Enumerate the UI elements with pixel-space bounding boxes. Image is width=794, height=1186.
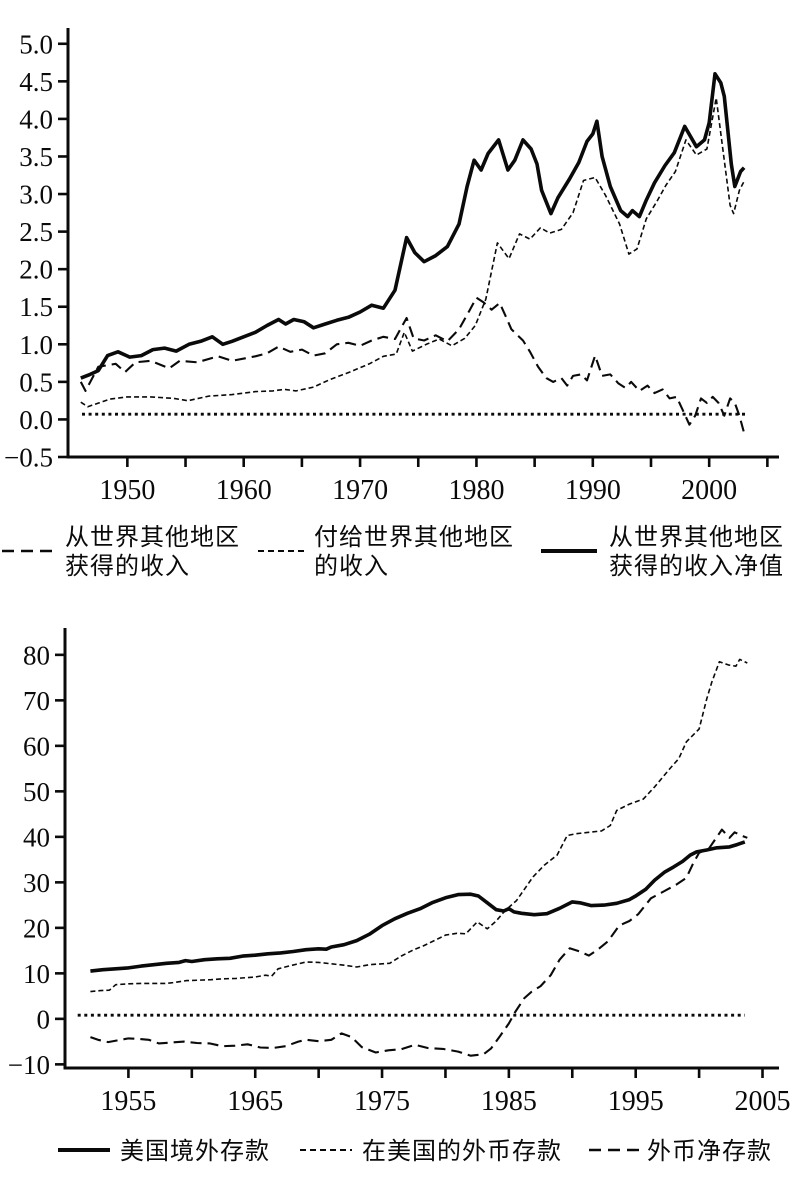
y-tick-label: 4.5	[19, 67, 53, 97]
fine-dash-line-sample	[300, 1143, 352, 1161]
y-tick-label: 40	[23, 822, 50, 852]
series-solid-thick	[90, 840, 746, 973]
top-chart-legend: 从世界其他地区 获得的收入 付给世界其他地区 的收入 从世界其他地区 获得的收入…	[0, 522, 794, 584]
y-tick-label: 2.5	[19, 217, 53, 247]
series-fine-dash	[80, 97, 745, 408]
legend-item-net-foreign-deposits: 外币净存款	[589, 1136, 772, 1168]
bottom-chart: 80 70 60 50 40 30 20 10 0 −10 1955 1965 1975 1985 1995…	[8, 628, 791, 1117]
y-tick-label: 0.0	[19, 405, 53, 435]
y-tick-label: 70	[23, 686, 50, 716]
y-tick-label: 3.0	[19, 180, 53, 210]
legend-label: 从世界其他地区 获得的收入净值	[609, 524, 784, 582]
long-dash-line-sample	[2, 544, 59, 562]
legend-item-foreign-deposits-in-us: 在美国的外币存款	[300, 1136, 562, 1168]
y-tick-label: 20	[23, 913, 50, 943]
series-long-dash	[79, 296, 746, 434]
legend-item-us-deposits-abroad: 美国境外存款	[58, 1136, 270, 1168]
y-tick-label: 80	[23, 640, 50, 670]
legend-item-income-received: 从世界其他地区 获得的收入	[2, 522, 240, 584]
series-long-dash	[90, 828, 748, 1057]
legend-label: 美国境外存款	[120, 1138, 270, 1165]
legend-item-income-paid: 付给世界其他地区 的收入	[258, 522, 514, 584]
y-tick-label: −10	[8, 1050, 50, 1080]
x-tick-label: 1970	[332, 475, 388, 506]
series-fine-dash	[90, 658, 748, 993]
legend-item-net-income: 从世界其他地区 获得的收入净值	[541, 522, 784, 584]
y-tick-label: 0	[37, 1004, 51, 1034]
x-tick-label: 1975	[354, 1086, 410, 1117]
x-tick-label: 1990	[565, 475, 621, 506]
series-solid-thick	[80, 72, 746, 380]
y-tick-label: 1.0	[19, 330, 53, 360]
fine-dash-line-sample	[258, 544, 306, 562]
x-tick-label: 1985	[481, 1086, 537, 1117]
y-tick-label: 5.0	[19, 29, 53, 59]
legend-label: 付给世界其他地区 的收入	[314, 524, 514, 582]
legend-label: 在美国的外币存款	[362, 1138, 562, 1165]
x-tick-label: 1950	[99, 475, 155, 506]
legend-label-line2: 获得的收入净值	[609, 554, 784, 580]
y-tick-label: 0.5	[19, 367, 53, 397]
x-tick-label: 1955	[100, 1086, 156, 1117]
y-tick-label: 30	[23, 868, 50, 898]
legend-label-line1: 付给世界其他地区	[314, 525, 514, 551]
y-tick-label: −0.5	[4, 443, 53, 473]
y-tick-label: 3.5	[19, 142, 53, 172]
legend-label-line2: 的收入	[314, 554, 389, 580]
x-tick-label: 1965	[227, 1086, 283, 1117]
x-tick-label: 2005	[735, 1086, 791, 1117]
y-tick-label: 10	[23, 959, 50, 989]
legend-label: 从世界其他地区 获得的收入	[65, 524, 240, 582]
legend-label-line1: 从世界其他地区	[65, 525, 240, 551]
y-tick-label: 4.0	[19, 104, 53, 134]
legend-label-line2: 获得的收入	[65, 554, 190, 580]
long-dash-line-sample	[589, 1143, 639, 1161]
solid-line-sample	[541, 544, 597, 562]
y-tick-label: 2.0	[19, 255, 53, 285]
legend-label-line1: 从世界其他地区	[609, 525, 784, 551]
y-tick-label: 60	[23, 731, 50, 761]
legend-label: 外币净存款	[647, 1138, 772, 1165]
x-tick-label: 1995	[608, 1086, 664, 1117]
top-chart: 5.0 4.5 4.0 3.5 3.0 2.5 2.0 1.5 1.0 0.5 0.0 −0.5 195…	[4, 28, 779, 506]
y-tick-label: 1.5	[19, 292, 53, 322]
bottom-chart-legend: 美国境外存款 在美国的外币存款 外币净存款	[0, 1136, 794, 1168]
x-tick-label: 1980	[448, 475, 504, 506]
x-tick-label: 2000	[681, 475, 737, 506]
y-tick-label: 50	[23, 777, 50, 807]
solid-line-sample	[58, 1143, 110, 1161]
x-tick-label: 1960	[216, 475, 272, 506]
